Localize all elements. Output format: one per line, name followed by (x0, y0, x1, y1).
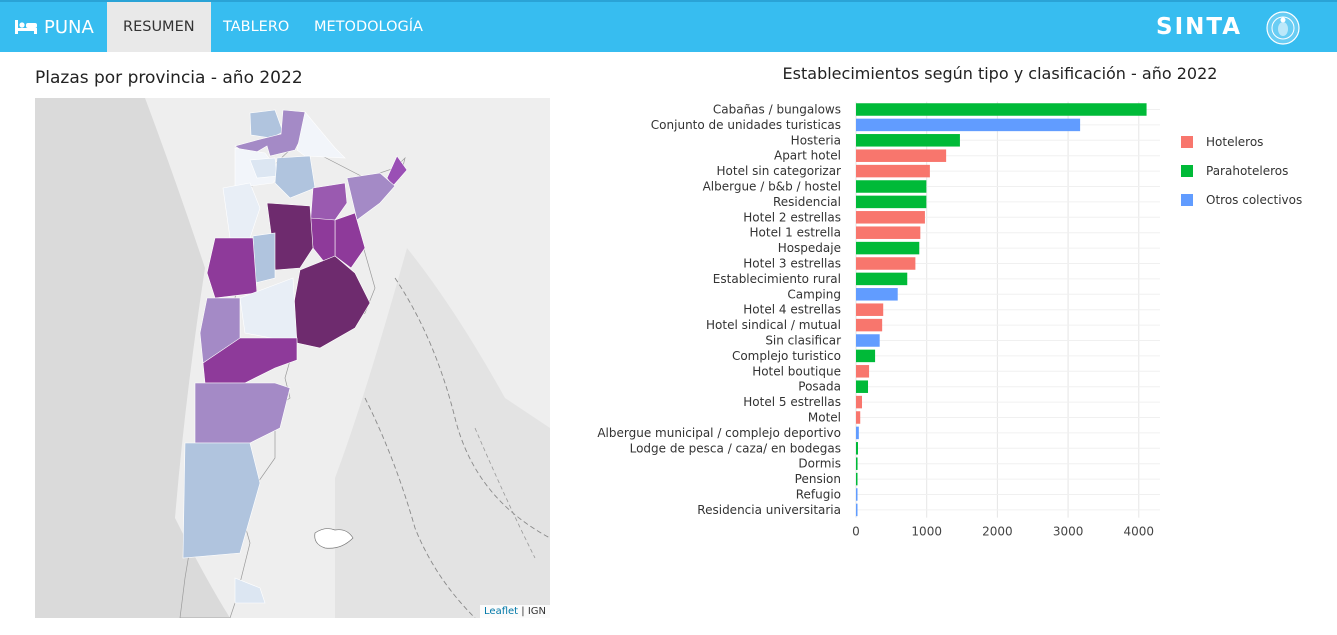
province-formosa (296, 111, 346, 159)
y-tick-label: Hotel sin categorizar (717, 164, 842, 178)
bar[interactable] (856, 488, 858, 501)
bar[interactable] (856, 226, 921, 239)
legend-label[interactable]: Otros colectivos (1206, 193, 1302, 207)
province-mendoza (206, 237, 258, 299)
brand[interactable]: PUNA (14, 2, 94, 52)
bar[interactable] (856, 334, 880, 347)
y-tick-label: Motel (808, 411, 841, 425)
bar[interactable] (856, 426, 859, 440)
province-san-luis (252, 232, 276, 284)
establishments-chart: Establecimientos según tipo y clasificac… (570, 60, 1337, 620)
chile-territory (35, 98, 230, 618)
y-tick-label: Hospedaje (778, 241, 841, 255)
map-attribution: Leaflet | IGN (480, 605, 550, 618)
y-tick-label: Posada (798, 380, 841, 394)
maritime-boundary-line (364, 397, 476, 618)
bar[interactable] (856, 318, 883, 332)
map-canvas[interactable] (35, 98, 550, 618)
y-tick-label: Camping (787, 287, 841, 301)
maritime-boundary-east (474, 427, 536, 559)
y-tick-label: Sin clasificar (765, 334, 841, 348)
bar[interactable] (856, 442, 858, 455)
y-tick-label: Hotel boutique (752, 364, 841, 378)
bar[interactable] (856, 380, 869, 393)
bar[interactable] (856, 395, 863, 409)
y-tick-label: Albergue / b&b / hostel (703, 180, 841, 194)
y-tick-label: Cabañas / bungalows (713, 103, 841, 117)
bar[interactable] (856, 164, 930, 178)
bar[interactable] (856, 472, 858, 486)
x-tick-label: 3000 (1053, 525, 1084, 539)
y-tick-label: Lodge de pesca / caza/ en bodegas (630, 441, 841, 455)
x-tick-label: 1000 (911, 525, 942, 539)
province-tierra-del-fuego (234, 577, 266, 604)
bar[interactable] (856, 457, 858, 470)
bar[interactable] (856, 272, 908, 286)
province-la-rioja (222, 182, 261, 239)
tab-resumen[interactable]: RESUMEN (107, 2, 211, 52)
ocean-area (335, 248, 550, 618)
x-tick-label: 4000 (1124, 525, 1155, 539)
bar[interactable] (856, 134, 960, 147)
bed-icon (15, 20, 37, 34)
province-chaco (274, 155, 316, 199)
y-tick-label: Dormis (798, 457, 841, 471)
y-tick-label: Hotel 1 estrella (750, 226, 841, 240)
bar[interactable] (856, 349, 876, 363)
tab-tablero[interactable]: TABLERO (223, 19, 290, 35)
ign-attribution: IGN (527, 606, 546, 617)
legend-label[interactable]: Hoteleros (1206, 135, 1263, 149)
bar[interactable] (856, 180, 927, 193)
continental-shelf-line (394, 277, 550, 539)
bar[interactable] (856, 118, 1081, 132)
legend-swatch[interactable] (1181, 194, 1193, 206)
y-tick-label: Hotel 3 estrellas (743, 257, 841, 271)
bar[interactable] (856, 103, 1147, 116)
province-map[interactable]: Leaflet | IGN (35, 98, 550, 618)
y-tick-label: Residencial (773, 195, 841, 209)
y-tick-label: Hotel 2 estrellas (743, 210, 841, 224)
sinta-logo: SINTA (1156, 14, 1243, 40)
malvinas-islands (314, 528, 354, 549)
legend-label[interactable]: Parahoteleros (1206, 164, 1288, 178)
tab-metodologia[interactable]: METODOLOGÍA (314, 19, 423, 35)
bar[interactable] (856, 195, 927, 209)
bar[interactable] (856, 288, 898, 301)
leaflet-link[interactable]: Leaflet (484, 606, 519, 617)
map-title: Plazas por provincia - año 2022 (35, 68, 303, 88)
y-tick-label: Conjunto de unidades turisticas (651, 118, 841, 132)
bar[interactable] (856, 411, 861, 424)
province-corrientes (346, 172, 396, 221)
chart-title: Establecimientos según tipo y clasificac… (783, 64, 1218, 83)
bar[interactable] (856, 365, 870, 378)
brand-label: PUNA (44, 16, 94, 38)
y-tick-label: Hotel 4 estrellas (743, 303, 841, 317)
y-tick-label: Apart hotel (774, 149, 841, 163)
top-navbar: PUNA RESUMEN TABLERO METODOLOGÍA SINTA (0, 0, 1337, 52)
y-tick-label: Hosteria (791, 133, 841, 147)
y-tick-label: Complejo turistico (732, 349, 841, 363)
bar[interactable] (856, 303, 884, 316)
y-tick-label: Albergue municipal / complejo deportivo (597, 426, 841, 440)
y-tick-label: Residencia universitaria (697, 503, 841, 517)
y-tick-label: Hotel 5 estrellas (743, 395, 841, 409)
bar[interactable] (856, 257, 916, 270)
legend-swatch[interactable] (1181, 136, 1193, 148)
national-seal-icon (1266, 11, 1300, 45)
y-tick-label: Pension (795, 472, 841, 486)
x-tick-label: 0 (852, 525, 860, 539)
y-tick-label: Refugio (796, 488, 841, 502)
bar[interactable] (856, 211, 925, 224)
x-tick-label: 2000 (982, 525, 1013, 539)
bar[interactable] (856, 503, 858, 517)
attribution-separator: | (518, 606, 528, 617)
bar[interactable] (856, 149, 947, 162)
legend-swatch[interactable] (1181, 165, 1193, 177)
bar[interactable] (856, 241, 920, 255)
chart-canvas: Establecimientos según tipo y clasificac… (597, 64, 1302, 539)
y-tick-label: Hotel sindical / mutual (706, 318, 841, 332)
y-tick-label: Establecimiento rural (713, 272, 841, 286)
province-santa-cruz (182, 442, 261, 559)
